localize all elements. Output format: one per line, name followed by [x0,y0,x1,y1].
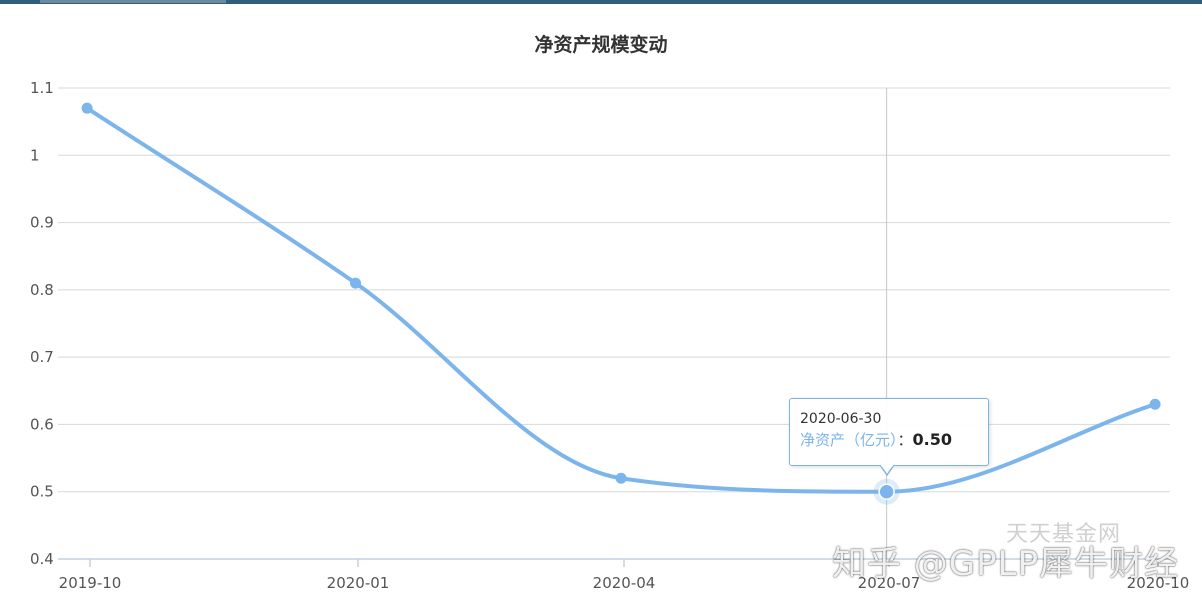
y-tick-label: 0.8 [30,281,54,299]
tooltip-date: 2020-06-30 [800,411,882,427]
x-tick-label: 2020-07 [858,574,921,592]
x-tick-label: 2020-04 [593,574,656,592]
grid-lines [58,87,1170,493]
series-net-asset [81,102,1161,505]
y-tick-label: 0.6 [30,415,54,433]
y-tick-label: 1.1 [30,79,54,97]
top-border [0,0,1202,4]
y-tick-label: 1 [30,146,40,164]
data-point[interactable] [81,102,93,114]
tooltip-arrow [880,465,894,477]
data-point[interactable] [350,277,362,289]
y-tick-label: 0.7 [30,348,54,366]
chart-title: 净资产规模变动 [534,34,668,56]
data-point[interactable] [615,472,627,484]
y-axis-tick-labels: 0.4 0.5 0.6 0.7 0.8 0.9 1 1.1 [30,79,54,568]
y-tick-label: 0.4 [30,550,54,568]
x-tick-label: 2020-10 [1127,574,1190,592]
data-tooltip: 2020-06-30 净资产（亿元）：0.50 [789,398,989,466]
data-point[interactable] [1149,398,1161,410]
x-tick-label: 2020-01 [327,574,390,592]
x-axis: 2019-10 2020-01 2020-04 2020-07 2020-10 [58,558,1190,592]
watermark-author: 知乎 @GPLP犀牛财经 [832,544,1180,584]
tooltip-value: 0.50 [912,430,953,449]
y-tick-label: 0.5 [30,483,54,501]
x-tick-label: 2019-10 [59,574,122,592]
tooltip-separator: ： [897,431,913,449]
top-tab-indicator [40,0,226,3]
series-line[interactable] [85,106,1158,494]
data-point-active[interactable] [878,483,895,500]
watermark-source: 天天基金网 [1006,522,1122,547]
tooltip-series-name: 净资产（亿元） [800,431,898,449]
y-tick-label: 0.9 [30,214,54,232]
